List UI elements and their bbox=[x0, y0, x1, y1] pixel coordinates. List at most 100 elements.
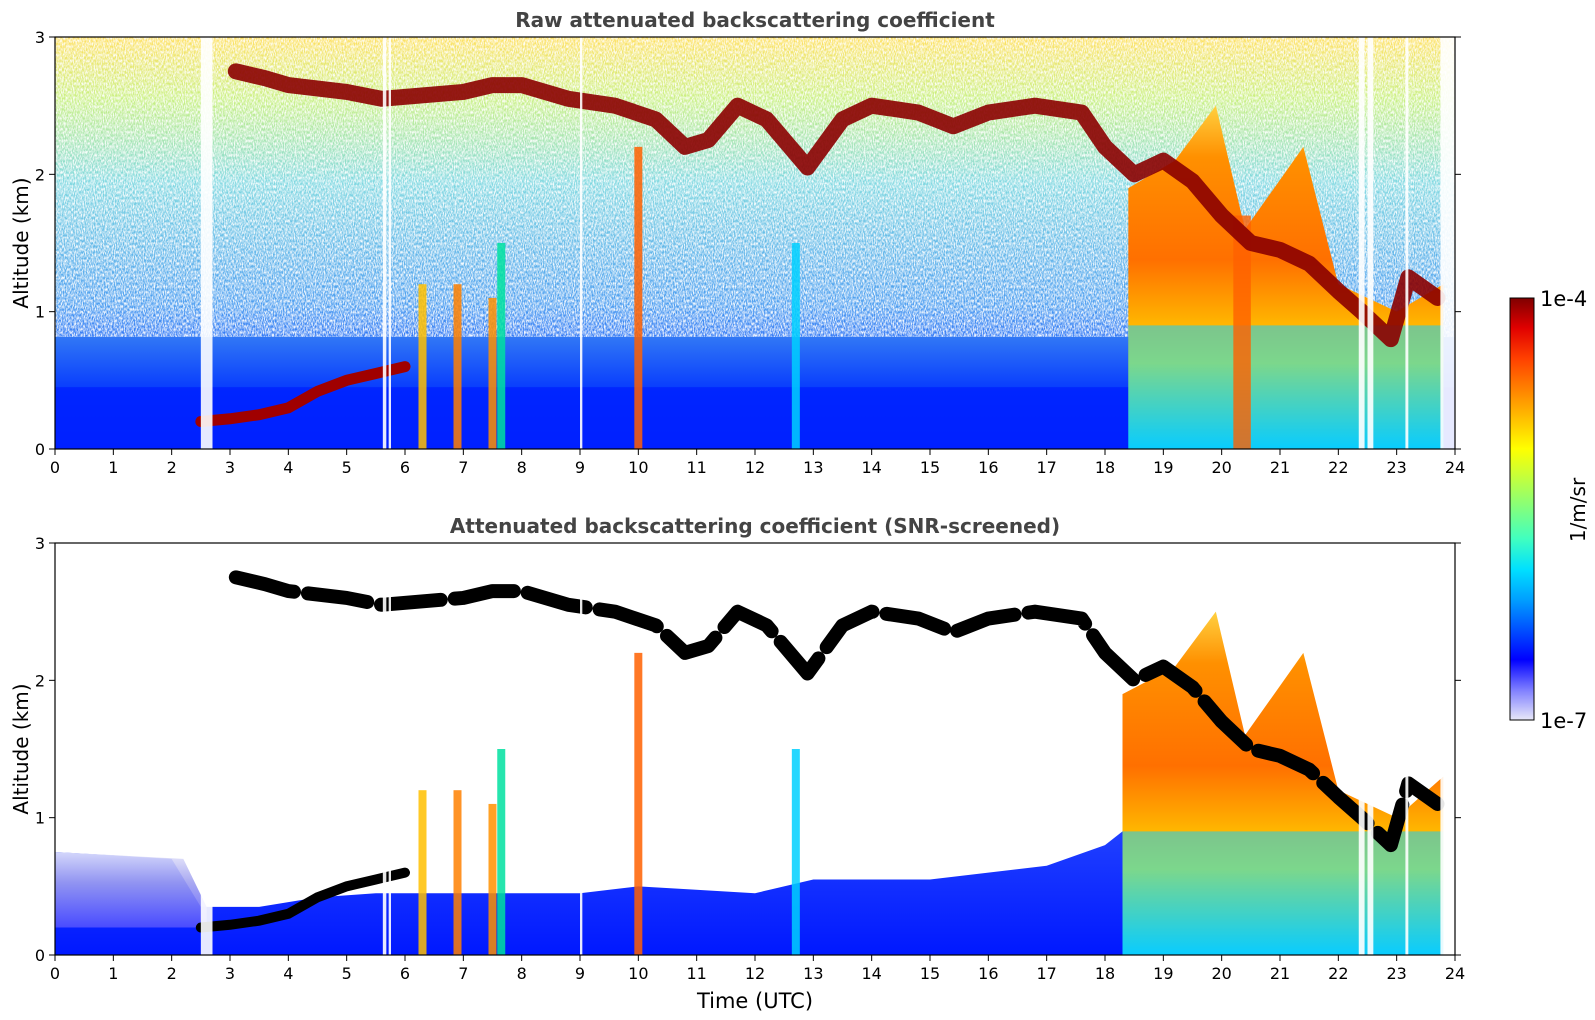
x-tick-label: 10 bbox=[628, 964, 648, 983]
x-tick-label: 10 bbox=[628, 458, 648, 477]
precipitation-streak bbox=[497, 243, 506, 449]
x-tick-label: 18 bbox=[1095, 458, 1115, 477]
x-tick-label: 2 bbox=[167, 964, 177, 983]
x-tick-label: 17 bbox=[1036, 964, 1056, 983]
x-tick-label: 22 bbox=[1328, 458, 1348, 477]
x-tick-label: 3 bbox=[225, 964, 235, 983]
x-tick-label: 0 bbox=[50, 458, 60, 477]
x-tick-label: 0 bbox=[50, 964, 60, 983]
x-tick-label: 24 bbox=[1445, 458, 1465, 477]
precipitation-streak bbox=[791, 243, 800, 449]
missing-data-gap bbox=[1405, 37, 1409, 449]
screened-backscatter-panel: Attenuated backscattering coefficient (S… bbox=[9, 514, 1465, 1013]
missing-data-gap bbox=[388, 37, 391, 449]
x-tick-label: 15 bbox=[920, 964, 940, 983]
x-tick-label: 5 bbox=[342, 458, 352, 477]
x-tick-label: 8 bbox=[517, 964, 527, 983]
x-axis-label: Time (UTC) bbox=[696, 989, 813, 1013]
y-tick-label: 0 bbox=[35, 946, 45, 965]
x-tick-label: 23 bbox=[1386, 964, 1406, 983]
x-tick-label: 13 bbox=[803, 458, 823, 477]
missing-data-gap-screened bbox=[1405, 543, 1409, 955]
precipitation-streak-screened bbox=[791, 749, 800, 955]
x-tick-label: 2 bbox=[167, 458, 177, 477]
precipitation-streak-screened bbox=[497, 749, 506, 955]
x-tick-label: 9 bbox=[575, 458, 585, 477]
x-tick-label: 13 bbox=[803, 964, 823, 983]
x-tick-label: 12 bbox=[745, 964, 765, 983]
precipitation-streak bbox=[418, 284, 427, 449]
missing-data-gap bbox=[382, 37, 387, 449]
x-tick-label: 3 bbox=[225, 458, 235, 477]
colorbar-min-label: 1e-7 bbox=[1540, 709, 1587, 733]
precipitation-streak bbox=[488, 297, 497, 449]
x-tick-label: 12 bbox=[745, 458, 765, 477]
aerosol-layer bbox=[195, 361, 411, 428]
x-tick-label: 20 bbox=[1211, 964, 1231, 983]
x-tick-label: 22 bbox=[1328, 964, 1348, 983]
aerosol-layer-screened bbox=[195, 867, 410, 933]
missing-data-gap-screened bbox=[580, 543, 583, 955]
x-tick-label: 19 bbox=[1153, 964, 1173, 983]
x-tick-label: 1 bbox=[108, 964, 118, 983]
precipitation-streak bbox=[634, 146, 643, 449]
missing-data-gap bbox=[1440, 37, 1455, 449]
x-tick-label: 8 bbox=[517, 458, 527, 477]
raw-backscatter-panel: Raw attenuated backscattering coefficien… bbox=[9, 8, 1465, 477]
x-tick-label: 11 bbox=[686, 964, 706, 983]
y-tick-label: 1 bbox=[35, 303, 45, 322]
precipitation-streak-screened bbox=[453, 790, 462, 955]
colorbar-unit-label: 1/m/sr bbox=[1566, 477, 1590, 542]
low-snr-haze bbox=[55, 852, 207, 928]
y-tick-label: 3 bbox=[35, 534, 45, 553]
y-tick-label: 2 bbox=[35, 671, 45, 690]
cloud-layer-screened bbox=[228, 570, 1445, 853]
x-tick-label: 5 bbox=[342, 964, 352, 983]
x-tick-label: 19 bbox=[1153, 458, 1173, 477]
x-tick-label: 24 bbox=[1445, 964, 1465, 983]
x-tick-label: 16 bbox=[978, 964, 998, 983]
x-tick-label: 4 bbox=[283, 964, 293, 983]
x-tick-label: 18 bbox=[1095, 964, 1115, 983]
colorbar: 1e-4 1e-7 1/m/sr bbox=[1509, 287, 1590, 733]
missing-data-gap-screened bbox=[1358, 543, 1365, 955]
precipitation-streak-screened bbox=[488, 803, 497, 955]
x-tick-label: 20 bbox=[1211, 458, 1231, 477]
plume-core bbox=[1233, 215, 1251, 449]
screened-y-axis-label: Altitude (km) bbox=[9, 683, 33, 814]
boundary-layer-signal-screened bbox=[55, 831, 1123, 955]
raw-y-axis-label: Altitude (km) bbox=[9, 177, 33, 308]
precipitation-streak bbox=[453, 284, 462, 449]
y-tick-label: 0 bbox=[35, 440, 45, 459]
colorbar-gradient bbox=[1509, 297, 1535, 721]
x-tick-label: 7 bbox=[458, 964, 468, 983]
x-tick-label: 1 bbox=[108, 458, 118, 477]
missing-data-gap bbox=[200, 37, 213, 449]
cloud-layer bbox=[227, 63, 1446, 348]
x-tick-label: 23 bbox=[1386, 458, 1406, 477]
precipitation-streak-screened bbox=[418, 790, 427, 955]
x-tick-label: 21 bbox=[1270, 964, 1290, 983]
colorbar-max-label: 1e-4 bbox=[1540, 287, 1587, 311]
y-tick-label: 3 bbox=[35, 28, 45, 47]
precipitation-streak-screened bbox=[634, 652, 643, 955]
x-tick-label: 15 bbox=[920, 458, 940, 477]
missing-data-gap bbox=[1367, 37, 1374, 449]
x-tick-label: 9 bbox=[575, 964, 585, 983]
missing-data-gap-screened bbox=[200, 543, 213, 955]
x-tick-label: 21 bbox=[1270, 458, 1290, 477]
missing-data-gap-screened bbox=[1367, 543, 1374, 955]
missing-data-gap-screened bbox=[388, 543, 391, 955]
raw-panel-title: Raw attenuated backscattering coefficien… bbox=[515, 8, 995, 32]
y-tick-label: 2 bbox=[35, 165, 45, 184]
x-tick-label: 4 bbox=[283, 458, 293, 477]
x-tick-label: 7 bbox=[458, 458, 468, 477]
x-tick-label: 14 bbox=[861, 458, 881, 477]
y-tick-label: 1 bbox=[35, 809, 45, 828]
x-tick-label: 6 bbox=[400, 458, 410, 477]
x-tick-label: 6 bbox=[400, 964, 410, 983]
missing-data-gap bbox=[580, 37, 583, 449]
x-tick-label: 14 bbox=[861, 964, 881, 983]
missing-data-gap-screened bbox=[1440, 543, 1455, 955]
